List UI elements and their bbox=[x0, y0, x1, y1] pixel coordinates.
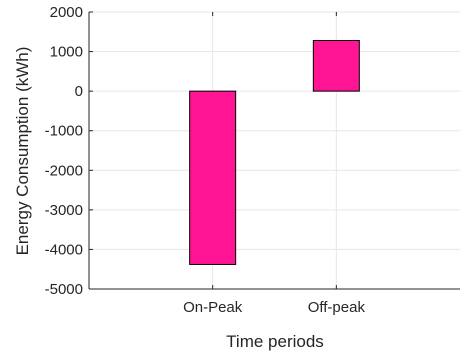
bars bbox=[189, 39, 360, 265]
x-axis-title: Time periods bbox=[226, 332, 324, 351]
x-tick-label: Off-peak bbox=[308, 299, 366, 316]
y-tick-label: -3000 bbox=[45, 202, 83, 219]
y-tick-label: -1000 bbox=[45, 123, 83, 140]
axes bbox=[88, 11, 460, 290]
y-tick-label: 2000 bbox=[50, 4, 83, 21]
grid-lines bbox=[89, 11, 460, 290]
bar-on-peak bbox=[189, 90, 237, 265]
y-tick-label: 1000 bbox=[50, 44, 83, 61]
y-tick-labels: -5000 -4000 -3000 -2000 -1000 0 1000 2000 bbox=[45, 4, 83, 298]
x-tick-labels: On-Peak Off-peak bbox=[183, 299, 365, 316]
y-tick-label: -4000 bbox=[45, 241, 83, 258]
bar-off-peak bbox=[312, 39, 360, 92]
y-axis-title: Energy Consumption (kWh) bbox=[13, 47, 32, 256]
x-tick-label: On-Peak bbox=[183, 299, 243, 316]
y-tick-label: -2000 bbox=[45, 162, 83, 179]
y-tick-label: 0 bbox=[75, 83, 83, 100]
y-tick-label: -5000 bbox=[45, 281, 83, 298]
